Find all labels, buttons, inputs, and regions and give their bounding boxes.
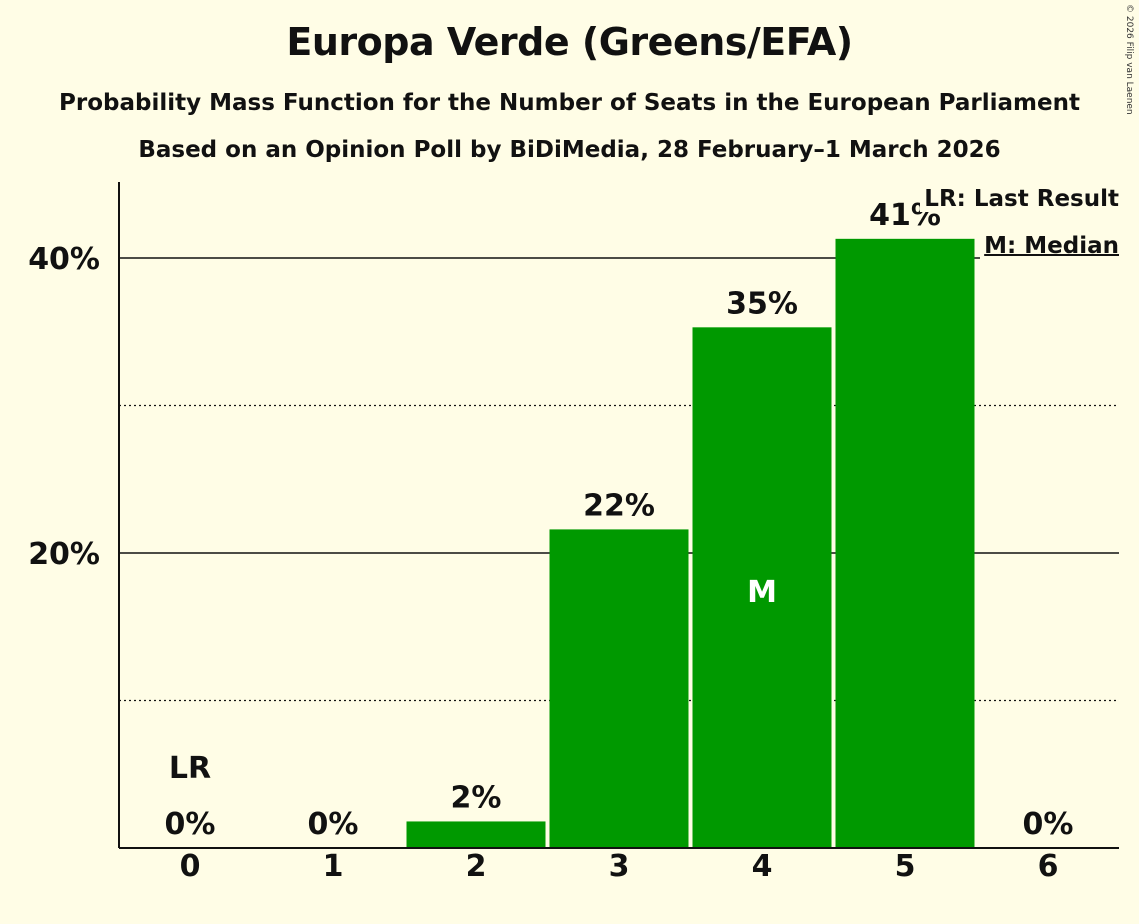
x-tick-label: 6 <box>1038 849 1059 884</box>
chart-subtitle: Probability Mass Function for the Number… <box>59 90 1080 116</box>
data-label: 0% <box>165 807 216 842</box>
legend-median: M: Median <box>980 233 1119 259</box>
data-label: 2% <box>451 780 502 815</box>
data-label: 22% <box>583 488 655 523</box>
data-label: 35% <box>726 286 798 321</box>
bar-4 <box>692 327 832 848</box>
x-tick-label: 2 <box>466 849 487 884</box>
y-tick-label: 20% <box>28 537 100 572</box>
legend-last-result: LR: Last Result <box>920 186 1119 212</box>
x-tick-label: 3 <box>609 849 630 884</box>
y-tick-label: 40% <box>28 242 100 277</box>
data-label: 0% <box>308 807 359 842</box>
x-tick-label: 1 <box>323 849 344 884</box>
chart-subtitle-source: Based on an Opinion Poll by BiDiMedia, 2… <box>138 137 1001 163</box>
x-tick-label: 4 <box>752 849 773 884</box>
data-label: 0% <box>1023 807 1074 842</box>
last-result-marker: LR <box>169 751 211 786</box>
bar-2 <box>406 821 546 848</box>
x-tick-label: 0 <box>180 849 201 884</box>
chart-title: Europa Verde (Greens/EFA) <box>286 20 853 64</box>
x-tick-label: 5 <box>895 849 916 884</box>
median-marker: M <box>747 575 777 610</box>
bar-5 <box>835 238 975 848</box>
bar-3 <box>549 529 689 848</box>
